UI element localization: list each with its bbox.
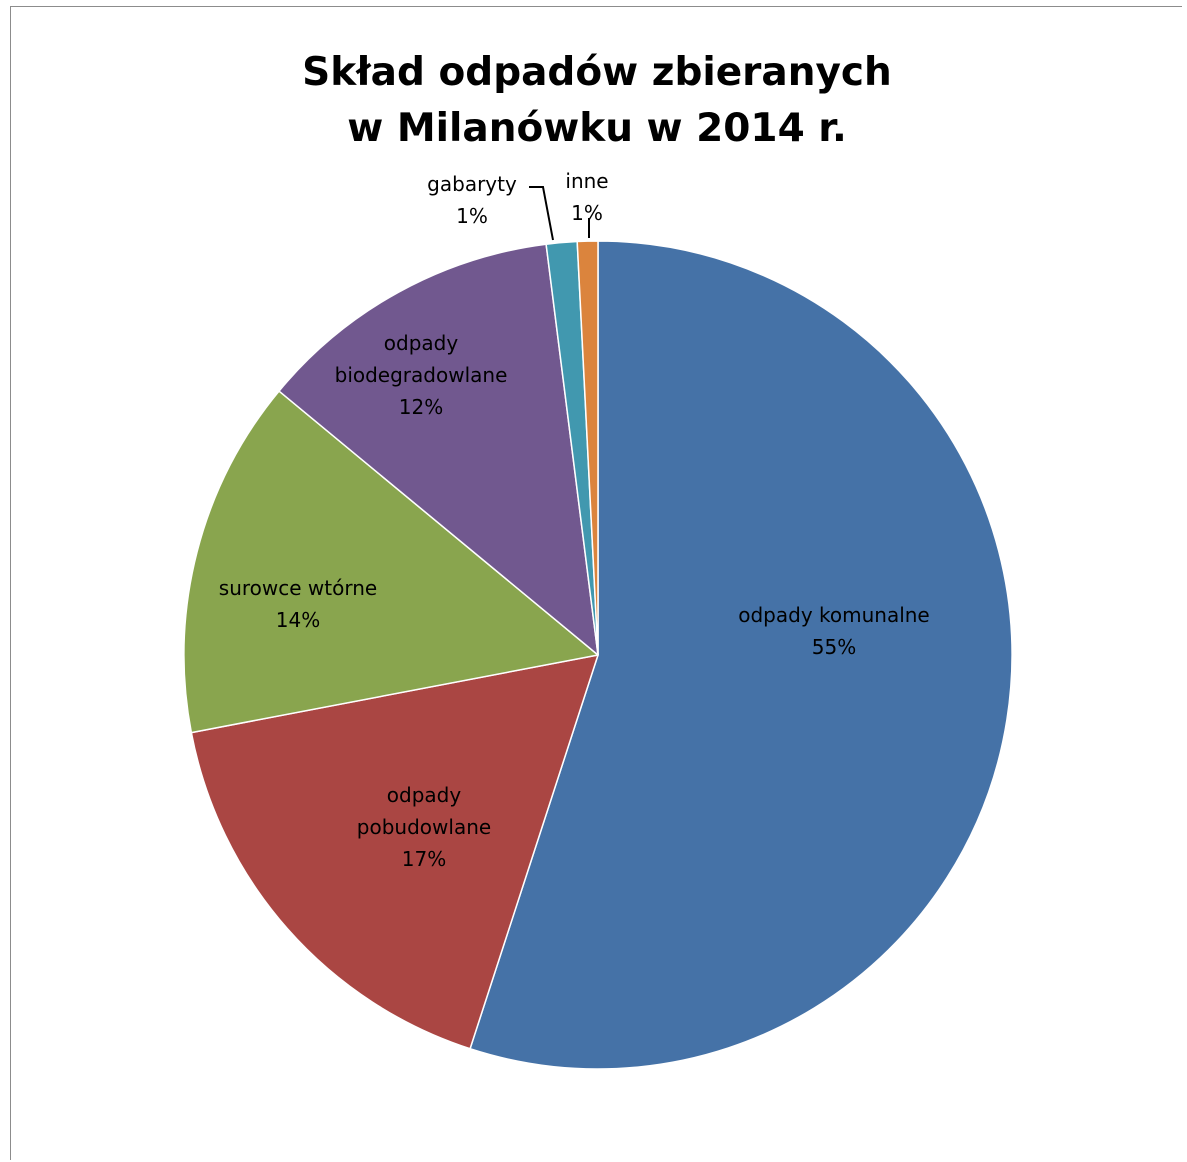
pie-slice-odpady-komunalne xyxy=(469,240,1013,1070)
chart-title-line-1: Skład odpadów zbieranych xyxy=(302,50,892,95)
slice-name-label: odpady xyxy=(387,783,462,807)
pie-slice-surowce-wt-rne xyxy=(183,390,599,734)
leader-lines xyxy=(529,186,590,241)
slice-name-label: inne xyxy=(565,169,608,193)
slice-label-surowce-wt-rne: surowce wtórne 14% xyxy=(219,576,377,632)
slice-percent-label: 1% xyxy=(456,204,488,228)
chart-title-line-2: w Milanówku w 2014 r. xyxy=(347,106,847,151)
chart-title: Skład odpadów zbieranych w Milanówku w 2… xyxy=(11,45,1183,157)
slice-label-gabaryty: gabaryty 1% xyxy=(427,172,517,228)
slice-name-label: odpady komunalne xyxy=(738,603,930,627)
pie-slice-inne xyxy=(576,240,599,656)
slice-label-odpady-pobudowlane: odpady pobudowlane 17% xyxy=(357,783,491,871)
pie-slice-odpady-pobudowlane xyxy=(190,654,599,1050)
slice-label-inne: inne 1% xyxy=(565,169,608,225)
pie-slices xyxy=(183,240,1013,1070)
slice-percent-label: 14% xyxy=(276,608,320,632)
slice-percent-label: 55% xyxy=(812,635,856,659)
slice-labels: odpady komunalne 55% odpady pobudowlane 17% s… xyxy=(219,169,930,871)
pie-slice-odpady-biodegradowlane xyxy=(278,243,599,656)
slice-name-label: pobudowlane xyxy=(357,815,491,839)
slice-percent-label: 1% xyxy=(571,201,603,225)
slice-name-label: odpady xyxy=(384,331,459,355)
slice-name-label: gabaryty xyxy=(427,172,517,196)
slice-label-odpady-komunalne: odpady komunalne 55% xyxy=(738,603,930,659)
slice-percent-label: 12% xyxy=(399,395,443,419)
slice-name-label: surowce wtórne xyxy=(219,576,377,600)
slice-name-label: biodegradowlane xyxy=(335,363,508,387)
leader-line-gabaryty xyxy=(529,186,554,241)
slice-label-odpady-biodegradowlane: odpady biodegradowlane 12% xyxy=(335,331,508,419)
slice-percent-label: 17% xyxy=(402,847,446,871)
